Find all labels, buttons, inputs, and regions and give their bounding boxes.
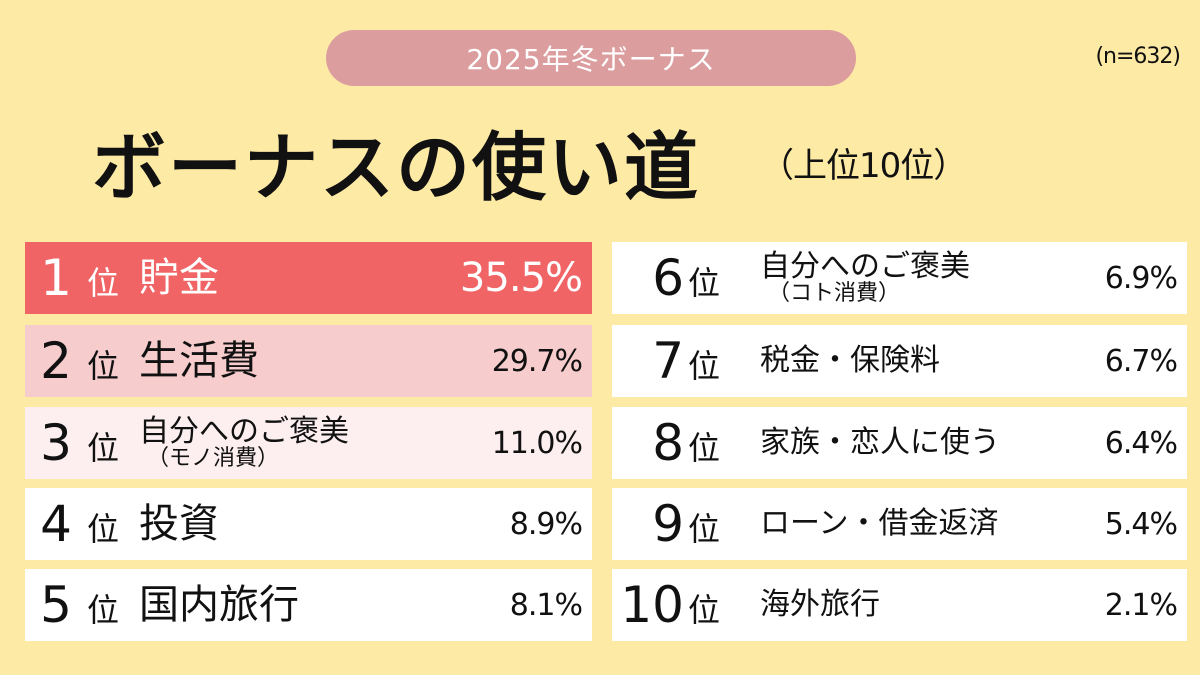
item-percentage: 8.1% bbox=[509, 587, 583, 623]
rank-unit: 位 bbox=[87, 591, 120, 629]
item-label: 自分へのご褒美 （コト消費） bbox=[760, 248, 971, 307]
ranking-row-4: 4 位 投資 8.9% bbox=[25, 488, 592, 560]
item-label: 投資 bbox=[139, 501, 220, 547]
item-percentage: 29.7% bbox=[491, 343, 583, 379]
item-percentage: 35.5% bbox=[459, 255, 583, 301]
rank-unit: 位 bbox=[688, 264, 721, 302]
badge-2025-winter-bonus: 2025年冬ボーナス bbox=[326, 30, 856, 86]
rank-unit: 位 bbox=[688, 591, 721, 629]
rank-unit: 位 bbox=[688, 510, 721, 548]
rank-number: 8 bbox=[652, 414, 684, 472]
rank-number: 5 bbox=[40, 576, 72, 634]
rank-number: 3 bbox=[40, 414, 72, 472]
item-label: 家族・恋人に使う bbox=[760, 425, 1001, 461]
rank-number: 6 bbox=[652, 249, 684, 307]
item-label: 海外旅行 bbox=[760, 587, 881, 623]
item-percentage: 6.7% bbox=[1104, 343, 1178, 379]
item-percentage: 8.9% bbox=[509, 506, 583, 542]
item-percentage: 6.4% bbox=[1104, 425, 1178, 461]
ranking-row-3: 3 位 自分へのご褒美 （モノ消費） 11.0% bbox=[25, 407, 592, 479]
rank-number: 7 bbox=[652, 332, 684, 390]
ranking-row-1: 1 位 貯金 35.5% bbox=[25, 242, 592, 314]
ranking-row-7: 7 位 税金・保険料 6.7% bbox=[612, 325, 1187, 397]
page-subtitle: （上位10位） bbox=[760, 146, 967, 186]
ranking-row-8: 8 位 家族・恋人に使う 6.4% bbox=[612, 407, 1187, 479]
ranking-row-2: 2 位 生活費 29.7% bbox=[25, 325, 592, 397]
rank-unit: 位 bbox=[87, 347, 120, 385]
rank-number: 9 bbox=[652, 495, 684, 553]
item-percentage: 2.1% bbox=[1104, 587, 1178, 623]
item-label: 生活費 bbox=[139, 338, 260, 384]
ranking-row-9: 9 位 ローン・借金返済 5.4% bbox=[612, 488, 1187, 560]
ranking-row-6: 6 位 自分へのご褒美 （コト消費） 6.9% bbox=[612, 242, 1187, 314]
badge-label: 2025年冬ボーナス bbox=[466, 43, 716, 76]
item-label: 貯金 bbox=[139, 255, 220, 301]
item-percentage: 6.9% bbox=[1104, 260, 1178, 296]
rank-number: 2 bbox=[40, 332, 72, 390]
sample-size: (n=632) bbox=[1095, 44, 1181, 69]
rank-unit: 位 bbox=[688, 429, 721, 467]
rank-number: 1 bbox=[40, 249, 72, 307]
item-label: ローン・借金返済 bbox=[760, 506, 999, 542]
item-label: 自分へのご褒美 （モノ消費） bbox=[139, 413, 350, 472]
item-label: 国内旅行 bbox=[139, 582, 300, 628]
item-percentage: 11.0% bbox=[491, 425, 583, 461]
rank-number: 10 bbox=[620, 576, 684, 634]
item-percentage: 5.4% bbox=[1104, 506, 1178, 542]
rank-unit: 位 bbox=[87, 510, 120, 548]
rank-unit: 位 bbox=[87, 264, 120, 302]
ranking-row-5: 5 位 国内旅行 8.1% bbox=[25, 569, 592, 641]
page-title: ボーナスの使い道 bbox=[92, 125, 700, 211]
ranking-row-10: 10 位 海外旅行 2.1% bbox=[612, 569, 1187, 641]
rank-unit: 位 bbox=[688, 347, 721, 385]
rank-number: 4 bbox=[40, 495, 72, 553]
rank-unit: 位 bbox=[87, 429, 120, 467]
item-label: 税金・保険料 bbox=[760, 343, 941, 379]
